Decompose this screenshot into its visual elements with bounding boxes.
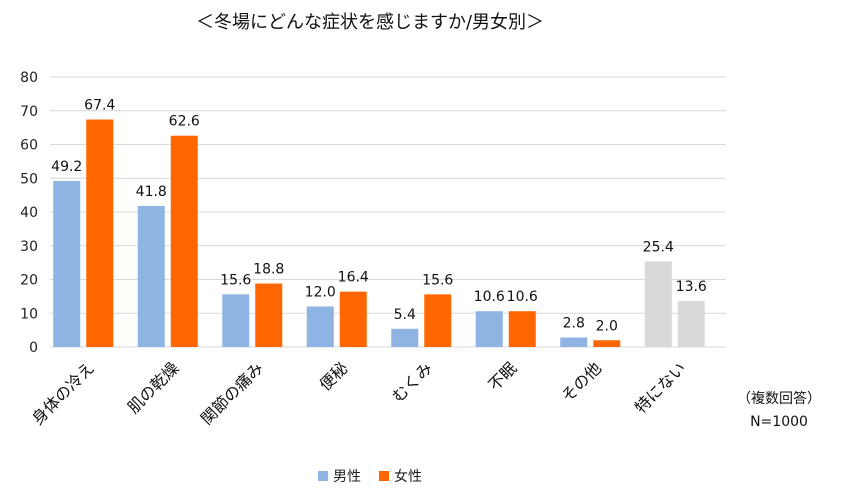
- y-tick-label: 20: [20, 273, 38, 289]
- bar-male-1: [137, 205, 165, 347]
- data-label-male-5: 10.6: [474, 289, 505, 305]
- y-tick-label: 10: [20, 306, 38, 322]
- note-multiple-answers: （複数回答）: [737, 391, 821, 407]
- data-label-female-4: 15.6: [422, 272, 453, 288]
- legend-swatch-male: [318, 471, 328, 481]
- legend-item-male: 男性: [318, 466, 361, 486]
- note-sample-size: N=1000: [750, 414, 808, 430]
- data-label-male-3: 12.0: [305, 285, 336, 301]
- bar-male-0: [53, 180, 81, 347]
- y-tick-label: 80: [20, 70, 38, 86]
- data-label-male-6: 2.8: [563, 316, 585, 332]
- bar-male-4: [391, 328, 419, 347]
- bar-male-3: [306, 306, 334, 347]
- data-label-female-3: 16.4: [338, 270, 369, 286]
- legend-label-female: 女性: [394, 469, 422, 485]
- x-category-label-1: 肌の乾燥: [124, 358, 183, 417]
- legend: 男性 女性: [318, 466, 422, 486]
- bar-female-4: [424, 294, 452, 347]
- y-tick-label: 70: [20, 104, 38, 120]
- x-category-label-3: 便秘: [316, 358, 352, 394]
- data-label-female-0: 67.4: [84, 98, 115, 114]
- legend-item-female: 女性: [379, 466, 422, 486]
- bar-female-0: [86, 119, 114, 348]
- data-label-female-7: 13.6: [676, 279, 707, 295]
- bar-male-2: [222, 294, 250, 347]
- y-tick-label: 40: [20, 205, 38, 221]
- x-category-label-4: むくみ: [388, 358, 436, 406]
- data-label-male-0: 49.2: [51, 159, 82, 175]
- y-tick-label: 30: [20, 239, 38, 255]
- legend-label-male: 男性: [333, 469, 361, 485]
- y-tick-label: 50: [20, 171, 38, 187]
- bar-female-2: [255, 283, 283, 347]
- bar-female-1: [170, 135, 198, 347]
- bar-female-7: [677, 301, 705, 347]
- y-tick-label: 0: [29, 340, 38, 356]
- x-category-label-6: その他: [558, 358, 605, 405]
- data-label-female-2: 18.8: [253, 262, 284, 278]
- bar-female-3: [339, 291, 367, 347]
- bar-male-5: [475, 311, 503, 347]
- x-category-label-5: 不眠: [485, 358, 521, 394]
- y-tick-label: 60: [20, 138, 38, 154]
- bar-male-6: [560, 337, 588, 347]
- bar-female-6: [593, 340, 621, 347]
- data-label-male-4: 5.4: [394, 307, 416, 323]
- bar-male-7: [644, 261, 672, 347]
- x-category-label-7: 特にない: [631, 358, 690, 417]
- data-label-female-6: 2.0: [596, 318, 618, 334]
- legend-swatch-female: [379, 471, 389, 481]
- data-label-female-1: 62.6: [169, 114, 200, 130]
- chart-title: ＜冬場にどんな症状を感じますか/男女別＞: [195, 12, 545, 33]
- x-category-label-0: 身体の冷え: [28, 358, 98, 428]
- data-label-male-1: 41.8: [136, 184, 167, 200]
- x-category-label-2: 関節の痛み: [197, 358, 267, 428]
- bar-female-5: [508, 311, 536, 347]
- data-label-male-2: 15.6: [220, 272, 251, 288]
- data-label-male-7: 25.4: [643, 239, 674, 255]
- data-label-female-5: 10.6: [507, 289, 538, 305]
